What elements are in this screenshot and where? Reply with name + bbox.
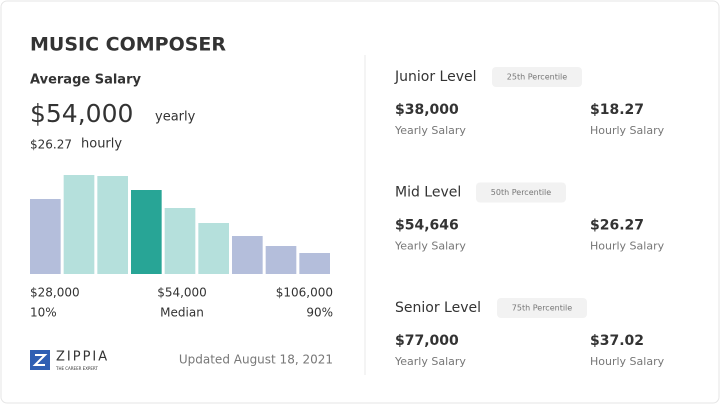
bar: [164, 208, 196, 274]
high-percentile: 90%: [306, 306, 333, 320]
bar: [30, 199, 61, 274]
bar: [265, 246, 297, 274]
yearly-label: Yearly Salary: [394, 355, 466, 368]
bar: [63, 175, 95, 274]
yearly-amount: $38,000: [395, 102, 459, 118]
average-label: Average Salary: [30, 73, 141, 88]
hourly-amount: $37.02: [590, 333, 644, 349]
logo-z: [32, 354, 48, 366]
yearly-amount: $77,000: [395, 333, 459, 349]
yearly-amount: $54,000: [30, 99, 133, 128]
hourly-unit: hourly: [81, 137, 122, 152]
yearly-label: Yearly Salary: [394, 124, 466, 137]
updated: Updated August 18, 2021: [179, 353, 333, 367]
hourly-amount: $26.27: [30, 138, 72, 152]
level-name: Senior Level: [395, 300, 481, 316]
hourly-amount: $26.27: [590, 218, 644, 234]
bar: [131, 190, 162, 274]
yearly-unit: yearly: [155, 110, 196, 125]
bar: [97, 176, 128, 274]
badge-text: 25th Percentile: [507, 73, 567, 82]
logo-tagline: THE CAREER EXPERT: [55, 366, 98, 371]
title: MUSIC COMPOSER: [30, 34, 226, 56]
low-amount: $28,000: [30, 286, 80, 300]
yearly-label: Yearly Salary: [394, 240, 466, 253]
hourly-label: Hourly Salary: [590, 124, 665, 137]
hourly-amount: $18.27: [590, 102, 644, 118]
hourly-label: Hourly Salary: [590, 240, 665, 253]
levels: Junior Level 25th Percentile $38,000 Yearly…: [394, 67, 665, 368]
low-percentile: 10%: [30, 306, 57, 320]
level-name: Junior Level: [394, 69, 477, 85]
mid-amount: $54,000: [157, 286, 207, 300]
yearly-amount: $54,646: [395, 218, 459, 234]
logo-name: ZIPPIA: [56, 350, 109, 365]
bar: [198, 223, 229, 274]
hourly-label: Hourly Salary: [590, 355, 665, 368]
badge: [492, 67, 582, 87]
bar: [299, 253, 330, 274]
logo: ZIPPIA THE CAREER EXPERT: [30, 350, 109, 371]
mid-percentile: Median: [160, 306, 204, 320]
distribution-chart: [30, 175, 330, 274]
badge-text: 50th Percentile: [491, 188, 551, 197]
level-name: Mid Level: [395, 185, 461, 201]
bar: [232, 236, 263, 274]
badge: [497, 298, 587, 318]
badge: [476, 182, 566, 203]
badge-text: 75th Percentile: [512, 304, 572, 313]
high-amount: $106,000: [276, 286, 333, 300]
